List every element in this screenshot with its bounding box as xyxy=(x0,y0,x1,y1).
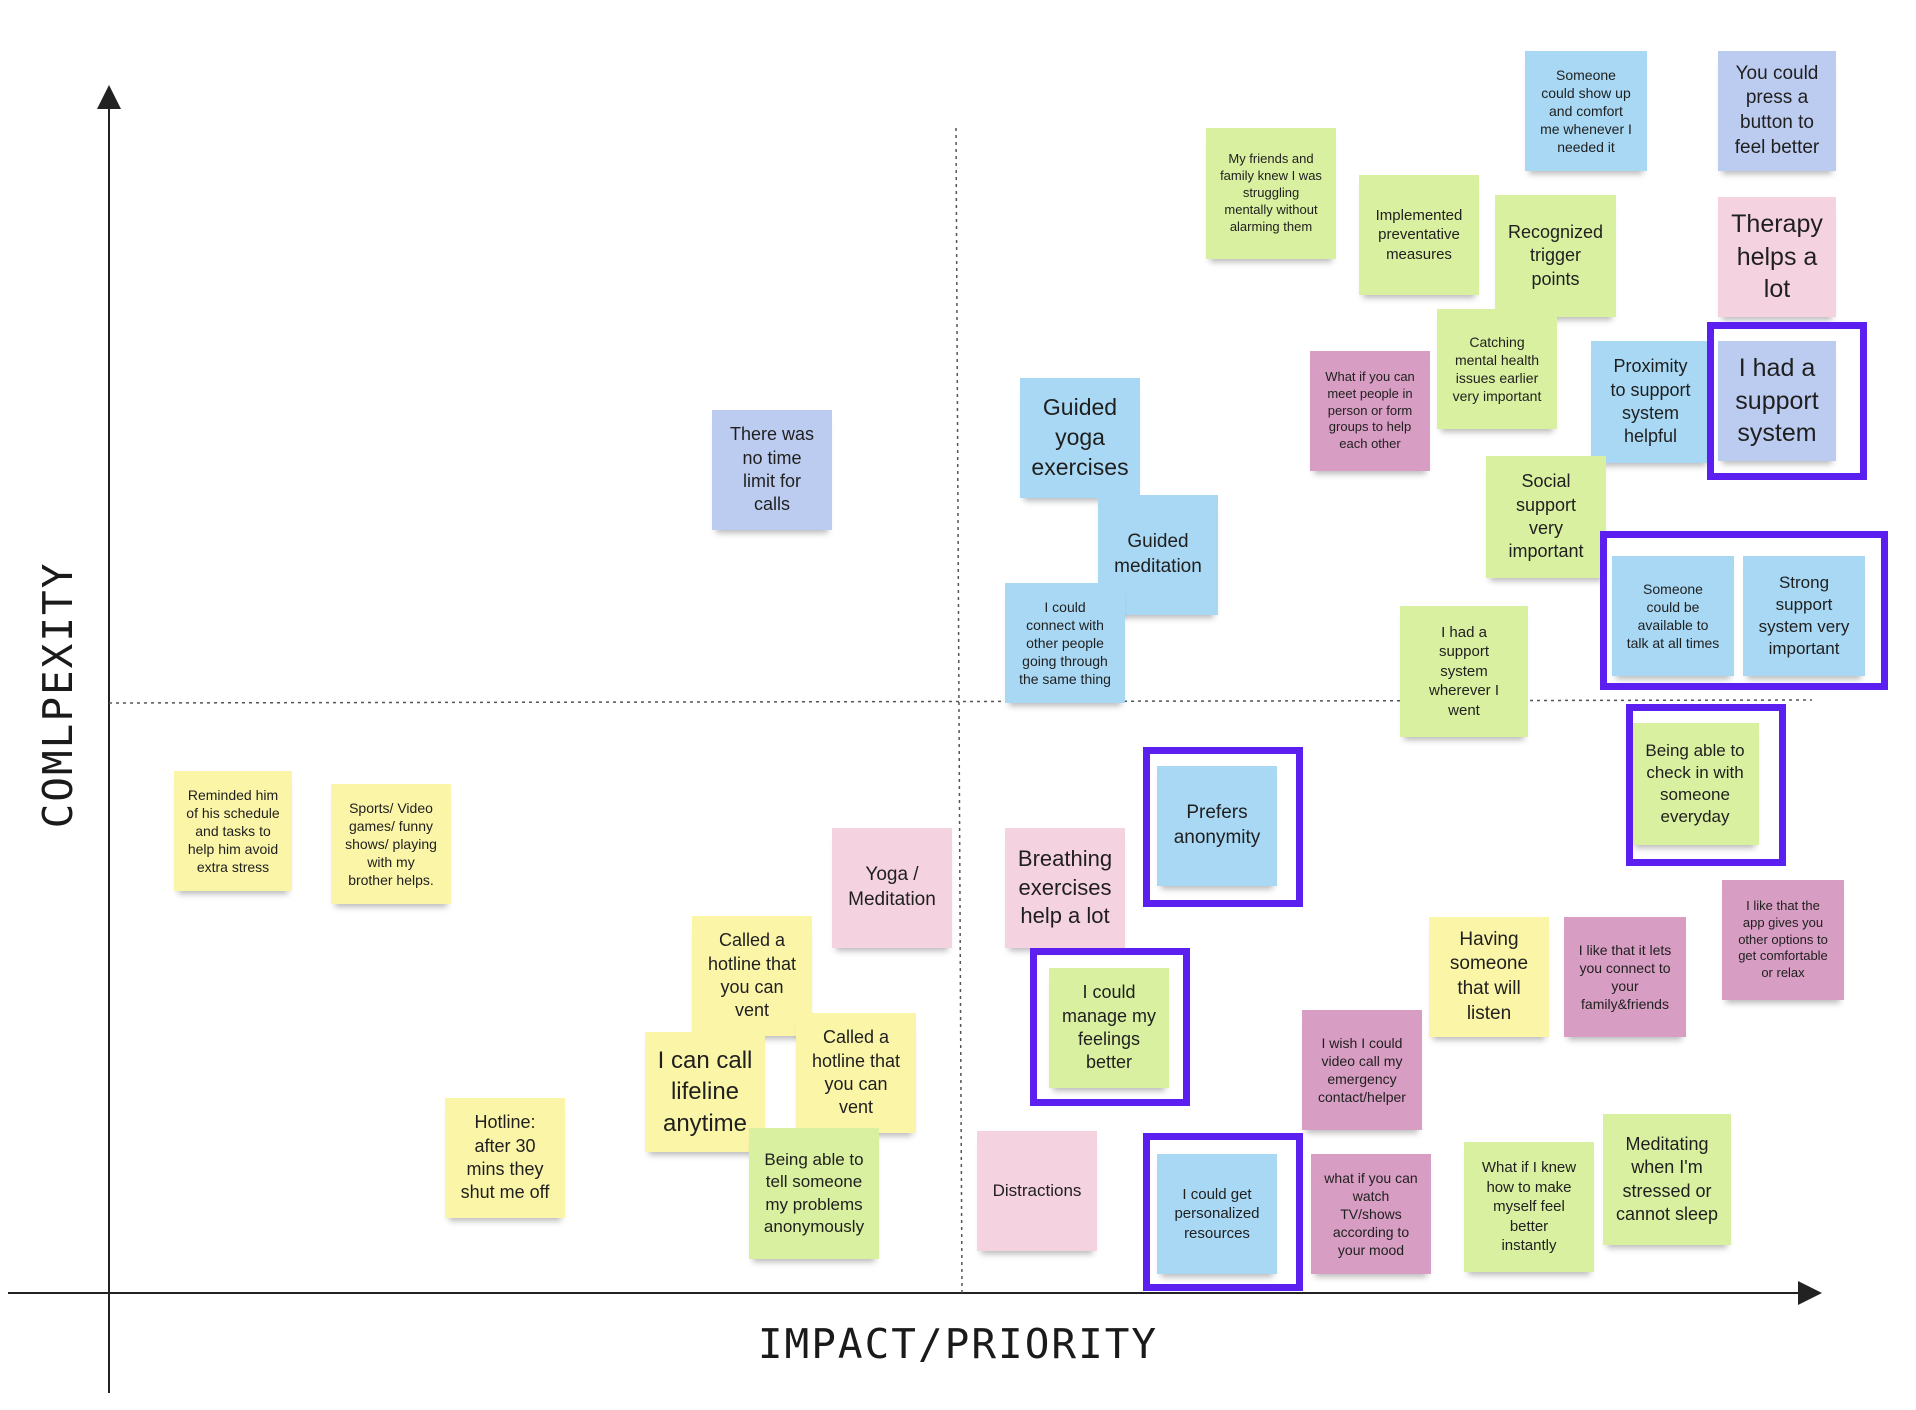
sticky-note-someone-could-be-available-to-talk-at-al[interactable]: Someone could be available to talk at al… xyxy=(1612,556,1734,676)
sticky-note-text: Someone could be available to talk at al… xyxy=(1626,580,1720,652)
sticky-note-strong-support-system-very-important[interactable]: Strong support system very important xyxy=(1743,556,1865,676)
sticky-note-text: Being able to check in with someone ever… xyxy=(1645,740,1745,827)
sticky-note-text: Guided meditation xyxy=(1114,531,1202,577)
sticky-note-text: Recognized trigger points xyxy=(1507,221,1604,289)
sticky-note-text: There was no time limit for calls xyxy=(729,424,815,515)
sticky-note-text: Sports/ Video games/ funny shows/ playin… xyxy=(345,799,437,889)
sticky-note-text: I could get personalized resources xyxy=(1174,1185,1260,1242)
sticky-note-i-like-that-it-lets-you-connect-to-your-[interactable]: I like that it lets you connect to your … xyxy=(1564,917,1686,1037)
sticky-note-text: I had a support system wherever I went xyxy=(1428,623,1500,719)
vertical-divider xyxy=(955,127,963,1294)
sticky-note-i-could-connect-with-other-people-going-[interactable]: I could connect with other people going … xyxy=(1005,583,1125,703)
sticky-note-there-was-no-time-limit-for-calls[interactable]: There was no time limit for calls xyxy=(712,410,832,530)
sticky-note-text: I can call lifeline anytime xyxy=(657,1047,753,1137)
sticky-note-social-support-very-important[interactable]: Social support very important xyxy=(1486,456,1606,578)
sticky-note-what-if-i-knew-how-to-make-myself-feel-b[interactable]: What if I knew how to make myself feel b… xyxy=(1464,1142,1594,1272)
highlight-frame xyxy=(1707,322,1867,480)
sticky-note-text: I could manage my feelings better xyxy=(1061,982,1157,1073)
highlight-frame xyxy=(1030,948,1190,1106)
sticky-note-text: Someone could show up and comfort me whe… xyxy=(1540,66,1632,156)
sticky-note-text: I had a support system xyxy=(1735,354,1819,448)
sticky-note-recognized-trigger-points[interactable]: Recognized trigger points xyxy=(1495,195,1616,317)
sticky-note-text: Called a hotline that you can vent xyxy=(707,930,797,1021)
sticky-note-text: Proximity to support system helpful xyxy=(1610,356,1691,447)
sticky-note-having-someone-that-will-listen[interactable]: Having someone that will listen xyxy=(1429,917,1549,1037)
sticky-note-i-wish-i-could-video-call-my-emergency-c[interactable]: I wish I could video call my emergency c… xyxy=(1302,1010,1422,1130)
sticky-note-i-could-manage-my-feelings-better[interactable]: I could manage my feelings better xyxy=(1049,968,1169,1088)
sticky-note-text: Therapy helps a lot xyxy=(1731,210,1823,304)
sticky-note-text: Catching mental health issues earlier ve… xyxy=(1452,333,1542,405)
sticky-note-i-could-get-personalized-resources[interactable]: I could get personalized resources xyxy=(1157,1154,1277,1274)
sticky-note-text: Hotline: after 30 mins they shut me off xyxy=(460,1112,550,1203)
sticky-note-text: Prefers anonymity xyxy=(1173,802,1261,848)
sticky-note-text: Meditating when I'm stressed or cannot s… xyxy=(1615,1133,1719,1224)
sticky-note-implemented-preventative-measures[interactable]: Implemented preventative measures xyxy=(1359,175,1479,295)
y-axis-label: COMLPEXITY xyxy=(34,561,82,829)
sticky-note-called-a-hotline-that-you-can-vent[interactable]: Called a hotline that you can vent xyxy=(796,1013,916,1133)
sticky-note-someone-could-show-up-and-comfort-me-whe[interactable]: Someone could show up and comfort me whe… xyxy=(1525,51,1647,171)
sticky-note-prefers-anonymity[interactable]: Prefers anonymity xyxy=(1157,766,1277,886)
sticky-note-reminded-him-of-his-schedule-and-tasks-t[interactable]: Reminded him of his schedule and tasks t… xyxy=(174,771,292,891)
sticky-note-what-if-you-can-watch-tv-shows-according[interactable]: what if you can watch TV/shows according… xyxy=(1311,1154,1431,1274)
sticky-note-being-able-to-check-in-with-someone-ever[interactable]: Being able to check in with someone ever… xyxy=(1631,723,1759,845)
sticky-note-meditating-when-i-m-stressed-or-cannot-s[interactable]: Meditating when I'm stressed or cannot s… xyxy=(1603,1114,1731,1245)
sticky-note-text: Implemented preventative measures xyxy=(1375,206,1463,263)
sticky-note-text: Guided yoga exercises xyxy=(1031,394,1129,480)
sticky-note-text: Called a hotline that you can vent xyxy=(811,1027,901,1118)
sticky-note-text: What if you can meet people in person or… xyxy=(1325,368,1415,452)
sticky-note-i-like-that-the-app-gives-you-other-opti[interactable]: I like that the app gives you other opti… xyxy=(1722,880,1844,1000)
sticky-note-text: My friends and family knew I was struggl… xyxy=(1220,151,1322,234)
sticky-note-being-able-to-tell-someone-my-problems-a[interactable]: Being able to tell someone my problems a… xyxy=(749,1128,879,1259)
sticky-note-proximity-to-support-system-helpful[interactable]: Proximity to support system helpful xyxy=(1591,341,1710,463)
horizontal-divider xyxy=(108,699,1813,704)
sticky-note-you-could-press-a-button-to-feel-better[interactable]: You could press a button to feel better xyxy=(1718,51,1836,171)
sticky-note-yoga-meditation[interactable]: Yoga / Meditation xyxy=(832,828,952,948)
sticky-note-text: Breathing exercises help a lot xyxy=(1017,846,1113,929)
sticky-note-text: I could connect with other people going … xyxy=(1019,598,1111,688)
sticky-note-text: What if I knew how to make myself feel b… xyxy=(1481,1159,1577,1255)
sticky-note-text: I like that the app gives you other opti… xyxy=(1738,897,1828,981)
sticky-note-i-can-call-lifeline-anytime[interactable]: I can call lifeline anytime xyxy=(645,1032,765,1152)
sticky-note-text: Yoga / Meditation xyxy=(848,864,936,910)
highlight-frame xyxy=(1626,704,1786,866)
sticky-note-guided-yoga-exercises[interactable]: Guided yoga exercises xyxy=(1020,378,1140,498)
sticky-note-i-had-a-support-system-wherever-i-went[interactable]: I had a support system wherever I went xyxy=(1400,606,1528,737)
x-axis-label: IMPACT/PRIORITY xyxy=(757,1320,1159,1368)
sticky-note-text: what if you can watch TV/shows according… xyxy=(1324,1169,1418,1259)
sticky-note-my-friends-and-family-knew-i-was-struggl[interactable]: My friends and family knew I was struggl… xyxy=(1206,128,1336,259)
sticky-note-text: Social support very important xyxy=(1508,471,1584,562)
sticky-note-text: Having someone that will listen xyxy=(1449,928,1529,1024)
sticky-note-called-a-hotline-that-you-can-vent[interactable]: Called a hotline that you can vent xyxy=(692,916,812,1036)
sticky-note-distractions[interactable]: Distractions xyxy=(977,1131,1097,1251)
sticky-note-what-if-you-can-meet-people-in-person-or[interactable]: What if you can meet people in person or… xyxy=(1310,351,1430,471)
sticky-note-therapy-helps-a-lot[interactable]: Therapy helps a lot xyxy=(1718,197,1836,317)
sticky-note-hotline-after-30-mins-they-shut-me-off[interactable]: Hotline: after 30 mins they shut me off xyxy=(445,1098,565,1218)
sticky-note-breathing-exercises-help-a-lot[interactable]: Breathing exercises help a lot xyxy=(1005,828,1125,948)
sticky-note-text: Reminded him of his schedule and tasks t… xyxy=(186,786,280,876)
highlight-frame xyxy=(1600,531,1888,690)
sticky-note-sports-video-games-funny-shows-playing-w[interactable]: Sports/ Video games/ funny shows/ playin… xyxy=(331,784,451,904)
sticky-note-text: I like that it lets you connect to your … xyxy=(1578,941,1672,1013)
sticky-note-text: Distractions xyxy=(992,1180,1082,1200)
sticky-note-text: Being able to tell someone my problems a… xyxy=(763,1150,865,1236)
highlight-frame xyxy=(1143,747,1303,907)
highlight-frame xyxy=(1143,1133,1303,1291)
sticky-note-catching-mental-health-issues-earlier-ve[interactable]: Catching mental health issues earlier ve… xyxy=(1437,309,1557,429)
sticky-note-text: You could press a button to feel better xyxy=(1734,62,1820,158)
sticky-note-i-had-a-support-system[interactable]: I had a support system xyxy=(1718,341,1836,461)
sticky-note-text: Strong support system very important xyxy=(1758,572,1850,659)
sticky-note-text: I wish I could video call my emergency c… xyxy=(1318,1034,1406,1106)
sticky-note-guided-meditation[interactable]: Guided meditation xyxy=(1098,495,1218,615)
